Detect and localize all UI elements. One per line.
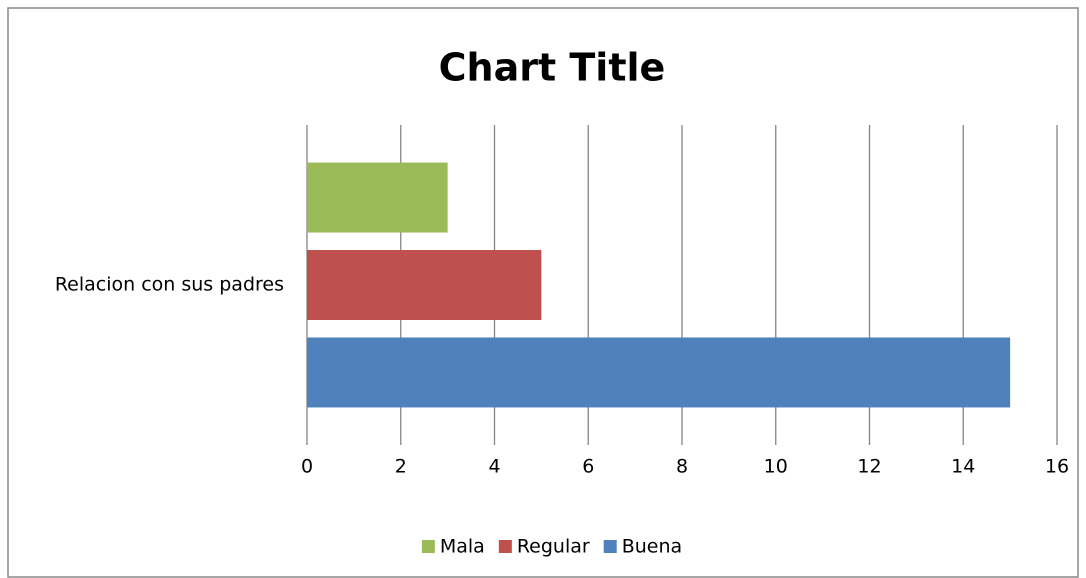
bar [307,337,1011,408]
legend-label: Mala [440,536,485,558]
legend-swatch [498,540,512,553]
legend-swatch [603,540,617,553]
x-tick-label: 10 [764,456,788,478]
x-tick-label: 12 [857,456,881,478]
legend-label: Buena [622,536,682,558]
x-tick-label: 16 [1045,456,1069,478]
bar [307,162,448,233]
y-tick-label: Relacion con sus padres [55,274,284,296]
chart-title: Chart Title [439,46,666,90]
x-tick-label: 6 [582,456,594,478]
legend-label: Regular [517,536,590,558]
x-tick-label: 14 [951,456,975,478]
bar [307,250,542,320]
x-tick-label: 4 [488,456,500,478]
x-tick-label: 0 [301,456,313,478]
chart-frame [7,7,1079,578]
x-tick-label: 8 [676,456,688,478]
legend-swatch [421,540,435,553]
x-tick-label: 2 [395,456,407,478]
